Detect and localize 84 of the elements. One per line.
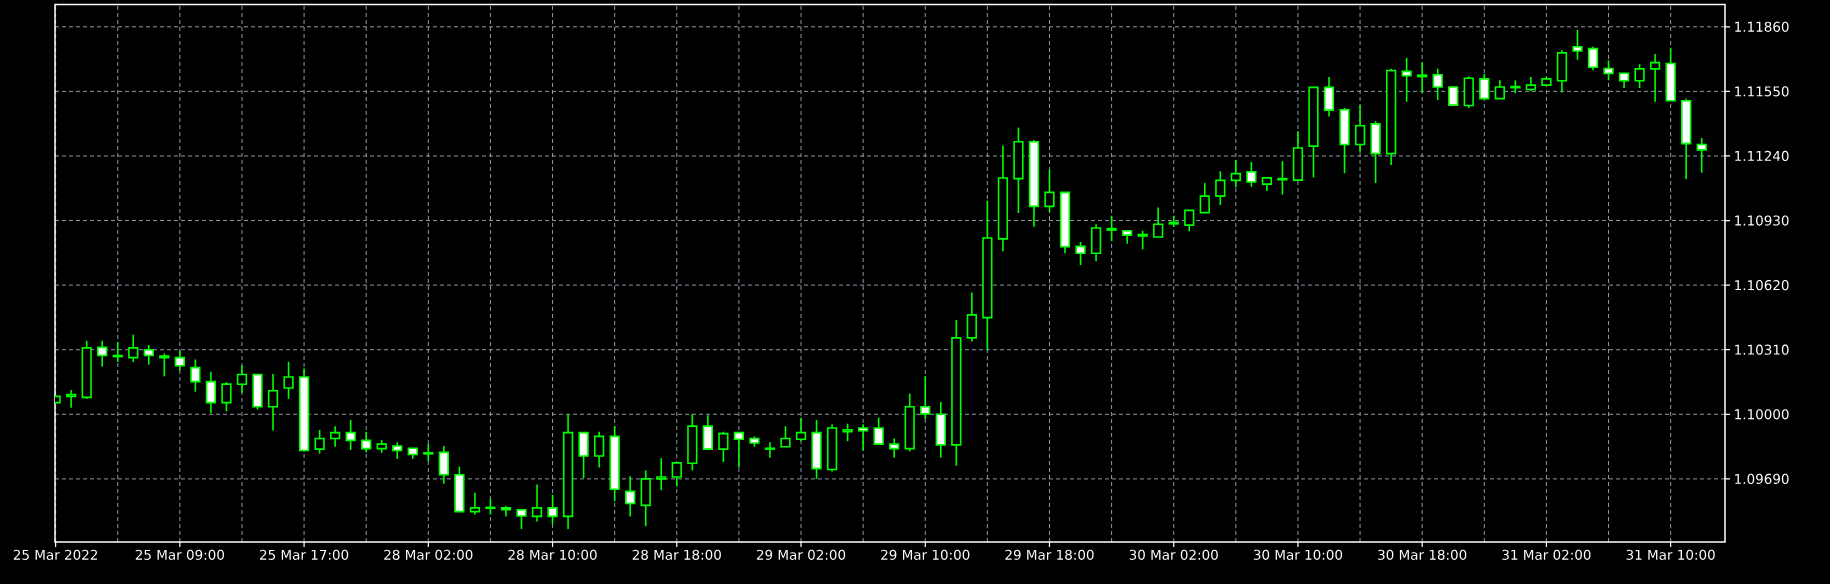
candlestick [345, 419, 356, 451]
candlestick [1215, 170, 1226, 206]
x-tick-label: 25 Mar 2022 [13, 549, 98, 560]
y-tick-label: 1.10620 [1735, 280, 1789, 291]
candlestick [593, 430, 605, 469]
candlestick [205, 370, 217, 415]
candlestick [966, 291, 977, 343]
candlestick [66, 389, 77, 409]
candlestick [1184, 209, 1195, 233]
x-tick-label: 30 Mar 02:00 [1129, 549, 1218, 560]
candlestick [314, 429, 325, 455]
x-tick-label: 29 Mar 18:00 [1005, 549, 1094, 560]
candlestick [236, 364, 248, 394]
x-tick-label: 28 Mar 10:00 [508, 549, 597, 560]
candlestick [1230, 159, 1241, 188]
candlestick [159, 352, 170, 378]
candlestick [1075, 241, 1086, 266]
x-tick-label: 29 Mar 10:00 [881, 549, 970, 560]
x-tick-label: 30 Mar 18:00 [1378, 549, 1467, 560]
y-tick-label: 1.11550 [1735, 86, 1789, 97]
x-tick-label: 25 Mar 09:00 [135, 549, 224, 560]
x-tick-label: 30 Mar 10:00 [1253, 549, 1343, 560]
x-tick-label: 29 Mar 02:00 [756, 549, 846, 560]
candlestick [1277, 160, 1288, 196]
candlestick [702, 414, 713, 450]
candlestick [1044, 169, 1055, 213]
candlestick [671, 462, 682, 488]
candlestick [873, 416, 884, 445]
x-tick-label: 28 Mar 18:00 [632, 549, 721, 560]
candlestick [547, 493, 558, 526]
candlestick [920, 375, 931, 420]
candlestick [1246, 161, 1257, 188]
candlestick [1137, 229, 1148, 251]
y-tick-label: 1.09690 [1735, 473, 1789, 484]
candlestick [267, 373, 279, 432]
candlestick [438, 445, 449, 485]
candlestick [361, 430, 372, 454]
candlestick [656, 457, 667, 491]
candlestick [578, 431, 589, 479]
candlestick [1153, 206, 1164, 238]
candlestick [1603, 59, 1614, 82]
candlestick [190, 358, 201, 393]
candlestick [857, 423, 869, 452]
candlestick [1432, 67, 1443, 101]
candlestick [625, 475, 636, 518]
candlestick [764, 441, 776, 459]
candlestick [1634, 63, 1645, 89]
candlestick [469, 492, 481, 516]
candlestick [780, 425, 791, 448]
candlestick [531, 483, 543, 523]
candlestick [1479, 73, 1490, 101]
candlestick [1649, 53, 1661, 103]
candlestick [1587, 45, 1599, 71]
y-tick-label: 1.10930 [1735, 215, 1789, 226]
candlestick [1696, 137, 1707, 174]
x-tick-label: 25 Mar 17:00 [260, 549, 349, 560]
candlestick [1199, 182, 1210, 214]
candlestick [1572, 29, 1583, 61]
candlestick [1323, 76, 1335, 118]
candlestick [128, 333, 139, 363]
x-tick-label: 28 Mar 02:00 [384, 549, 473, 560]
candlestick [1494, 79, 1505, 100]
candlestick [1448, 86, 1459, 106]
candlestick [221, 381, 232, 413]
x-tick-label: 31 Mar 10:00 [1626, 549, 1715, 560]
candlestick [97, 339, 108, 368]
candlestick [718, 430, 729, 463]
candlestick [733, 430, 745, 469]
candlestick [1354, 104, 1366, 154]
x-tick-label: 31 Mar 02:00 [1502, 549, 1591, 560]
candlestick [1106, 214, 1117, 242]
y-tick-label: 1.10310 [1735, 344, 1789, 355]
y-tick-label: 1.11860 [1735, 21, 1789, 32]
candlestick [330, 425, 341, 448]
candlestick [516, 508, 527, 530]
candlestick [1401, 57, 1412, 103]
candlestick [174, 349, 185, 372]
candlestick [1417, 61, 1428, 94]
candlestick [143, 344, 154, 366]
y-tick-label: 1.10000 [1735, 409, 1789, 420]
candlestick [795, 416, 807, 442]
candlestick [283, 360, 294, 400]
y-tick-label: 1.11240 [1735, 150, 1789, 162]
candlestick [889, 437, 900, 459]
